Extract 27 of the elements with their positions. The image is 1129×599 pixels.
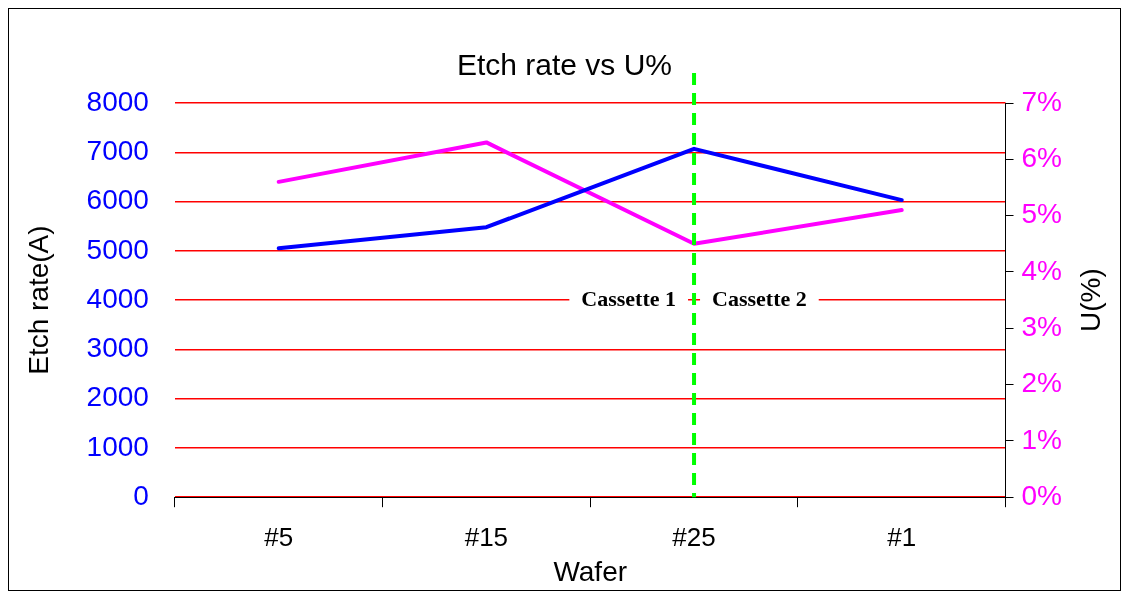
- y2-tick-label: 4%: [1021, 254, 1062, 286]
- y2-axis-title: U(%): [1074, 268, 1106, 332]
- x-axis-title: Wafer: [553, 555, 628, 587]
- x-tick-label: #15: [464, 521, 509, 552]
- y2-tick-label: 2%: [1021, 367, 1062, 399]
- annotation: Cassette 1: [581, 285, 677, 311]
- y-tick-label: 2000: [86, 381, 149, 413]
- y-tick-label: 5000: [86, 233, 149, 265]
- y-axis-title: Etch rate(A): [22, 225, 54, 375]
- y-tick-label: 0: [133, 479, 149, 511]
- annotation: Cassette 2: [712, 285, 807, 311]
- x-tick-label: #25: [672, 521, 716, 552]
- x-tick-label: #1: [887, 521, 917, 552]
- y-tick-label: 6000: [86, 184, 149, 216]
- y-tick-label: 4000: [86, 282, 149, 314]
- y-tick-label: 7000: [86, 134, 149, 166]
- chart-title: Etch rate vs U%: [456, 48, 673, 82]
- y-tick-label: 3000: [86, 332, 149, 364]
- y-tick-label: 1000: [86, 430, 149, 462]
- y2-tick-label: 7%: [1021, 85, 1062, 117]
- y2-tick-label: 5%: [1021, 198, 1062, 230]
- y2-tick-label: 1%: [1021, 423, 1062, 455]
- y2-tick-label: 6%: [1021, 142, 1062, 174]
- y2-tick-label: 3%: [1021, 310, 1062, 342]
- x-tick-label: #5: [264, 521, 294, 552]
- y-tick-label: 8000: [86, 85, 149, 117]
- y2-tick-label: 0%: [1021, 479, 1062, 511]
